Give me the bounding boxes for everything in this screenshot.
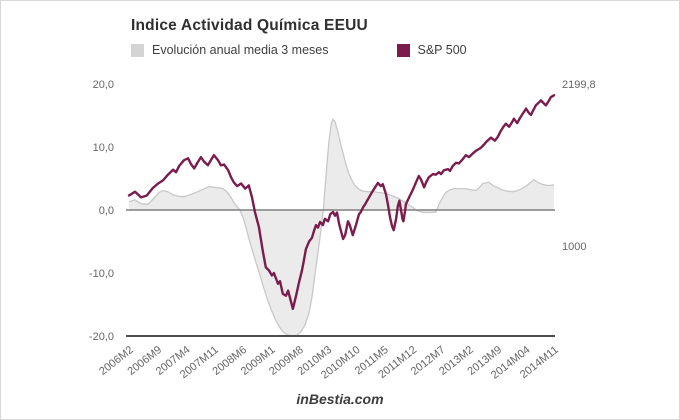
y-axis-tick-label: -20,0 [89, 331, 114, 343]
legend-item-sp500: S&P 500 [396, 43, 467, 57]
sp500-line [127, 94, 556, 311]
y-axis-right-label: 2199,8 [562, 79, 596, 91]
legend-label-sp500: S&P 500 [417, 43, 467, 57]
y-axis-tick-label: 0,0 [99, 205, 114, 217]
y-axis-right-label: 1000 [562, 241, 586, 253]
legend-swatch-area-icon [131, 43, 144, 57]
y-axis-tick-label: 20,0 [93, 79, 114, 91]
y-axis-tick-label: -10,0 [89, 268, 114, 280]
area-series-edge [128, 118, 555, 337]
chart-title: Indice Actividad Química EEUU [131, 17, 368, 34]
legend-label-area: Evolución anual media 3 meses [152, 43, 329, 57]
area-series-fill [129, 119, 554, 336]
legend-swatch-sp500-icon [396, 43, 410, 57]
legend: Evolución anual media 3 meses S&P 500 [131, 43, 467, 57]
watermark: inBestia.com [296, 391, 384, 407]
y-axis-tick-label: 10,0 [93, 142, 114, 154]
legend-item-area-series: Evolución anual media 3 meses [131, 43, 329, 57]
